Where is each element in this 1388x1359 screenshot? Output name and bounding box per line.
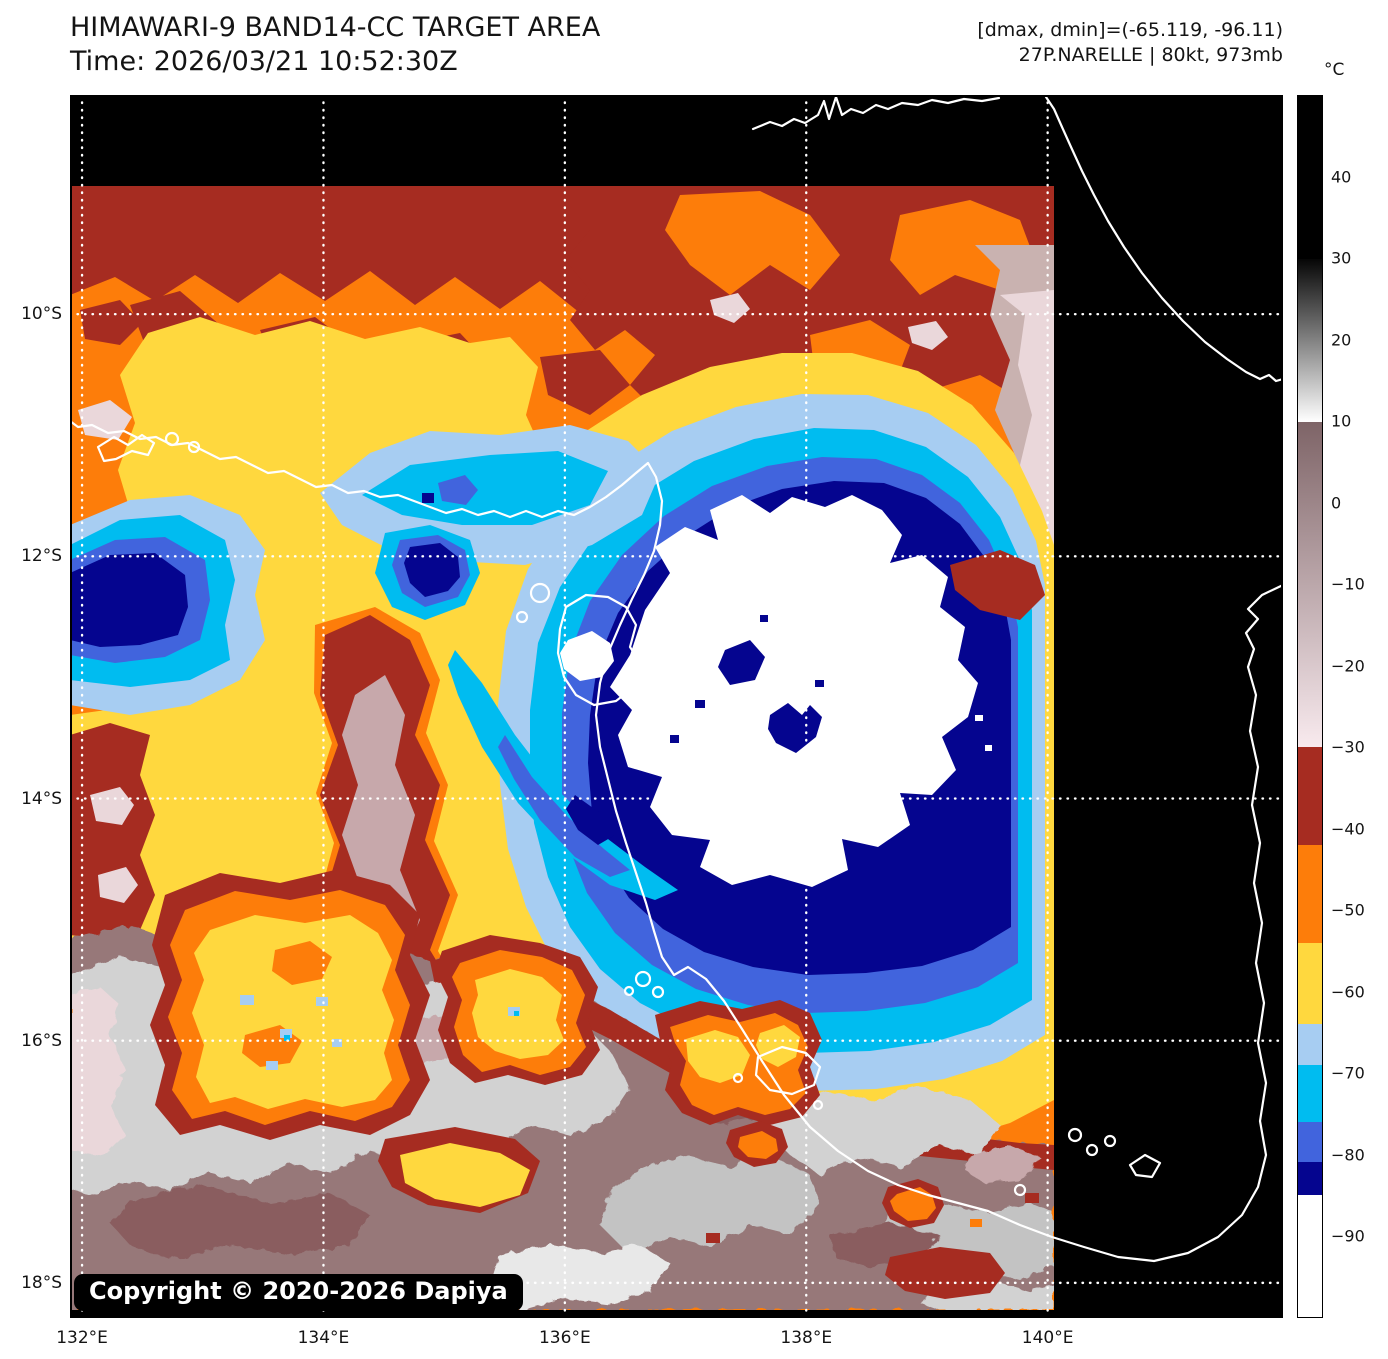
satellite-imagery bbox=[70, 95, 1283, 1318]
y-axis-label: 16°S bbox=[21, 1030, 62, 1051]
island-bickerton bbox=[529, 582, 551, 604]
copyright-badge: Copyright © 2020-2026 Dapiya bbox=[74, 1274, 523, 1311]
islet-1 bbox=[732, 1072, 744, 1084]
colorbar-segment bbox=[1298, 1064, 1322, 1122]
colorbar-segment bbox=[1298, 1194, 1322, 1317]
island-pellew-3 bbox=[623, 985, 635, 997]
coastline-new-guinea bbox=[751, 95, 1001, 131]
storm-label: 27P.NARELLE | 80kt, 973mb bbox=[1018, 44, 1283, 66]
islet-3 bbox=[1013, 1183, 1027, 1197]
colorbar-tick-label: 40 bbox=[1331, 167, 1352, 187]
colorbar-segment bbox=[1298, 942, 1322, 1024]
colorbar-segment bbox=[1298, 421, 1322, 748]
map-canvas bbox=[70, 95, 1283, 1318]
x-axis-label: 136°E bbox=[538, 1328, 591, 1348]
colorbar-segment bbox=[1298, 1121, 1322, 1163]
island-croker bbox=[164, 431, 180, 447]
island-wellesley-3 bbox=[1103, 1134, 1117, 1148]
colorbar-tick-label: −90 bbox=[1331, 1226, 1365, 1246]
colorbar-segment bbox=[1298, 1023, 1322, 1065]
island-wellesley-4 bbox=[1128, 1153, 1162, 1179]
island-goulburn bbox=[187, 440, 201, 454]
colorbar-unit-label: °C bbox=[1324, 60, 1345, 80]
y-axis-label: 14°S bbox=[21, 788, 62, 809]
colorbar-tick-label: −30 bbox=[1331, 737, 1365, 757]
colorbar-tick-label: −60 bbox=[1331, 982, 1365, 1002]
colorbar-tick-label: −10 bbox=[1331, 574, 1365, 594]
island-small bbox=[515, 610, 529, 624]
x-axis-label: 132°E bbox=[56, 1328, 108, 1348]
colorbar-segment bbox=[1298, 747, 1322, 845]
coastline-gulf-of-carpentaria bbox=[70, 419, 1283, 1263]
coastline-cape-york bbox=[1044, 95, 1283, 383]
colorbar-segment bbox=[1298, 258, 1322, 422]
ir-enhancement-raster bbox=[70, 186, 1054, 1310]
island-pellew-1 bbox=[634, 970, 652, 988]
colorbar-tick-label: −40 bbox=[1331, 819, 1365, 839]
colorbar-tick-label: 0 bbox=[1331, 493, 1342, 513]
x-axis-label: 134°E bbox=[297, 1328, 350, 1348]
colorbar-segment bbox=[1298, 844, 1322, 943]
colorbar-tick-label: 20 bbox=[1331, 330, 1352, 350]
x-axis-label: 138°E bbox=[780, 1328, 833, 1348]
colorbar bbox=[1297, 95, 1323, 1318]
colorbar-tick-label: −50 bbox=[1331, 900, 1365, 920]
island-mornington bbox=[754, 1045, 822, 1096]
island-wellesley-1 bbox=[1067, 1127, 1083, 1143]
colorbar-tick-label: 10 bbox=[1331, 411, 1352, 431]
colorbar-tick-label: −20 bbox=[1331, 656, 1365, 676]
colorbar-segment bbox=[1298, 96, 1322, 259]
island-groote-eylandt bbox=[556, 593, 644, 707]
islet-2 bbox=[812, 1099, 824, 1111]
y-axis-label: 18°S bbox=[21, 1272, 62, 1293]
colorbar-tick-label: −70 bbox=[1331, 1063, 1365, 1083]
dmax-dmin-label: [dmax, dmin]=(-65.119, -96.11) bbox=[977, 19, 1283, 41]
header-right-block: [dmax, dmin]=(-65.119, -96.11) 27P.NAREL… bbox=[977, 18, 1283, 68]
colorbar-tick-label: 30 bbox=[1331, 248, 1352, 268]
colorbar-tick-label: −80 bbox=[1331, 1145, 1365, 1165]
y-axis-label: 10°S bbox=[21, 304, 62, 325]
y-axis-label: 12°S bbox=[21, 546, 62, 567]
page-title: HIMAWARI-9 BAND14-CC TARGET AREA bbox=[70, 12, 601, 43]
island-pellew-2 bbox=[651, 985, 665, 999]
time-label: Time: 2026/03/21 10:52:30Z bbox=[70, 46, 458, 77]
peninsula-cobourg bbox=[96, 433, 156, 463]
colorbar-segment bbox=[1298, 1162, 1322, 1195]
island-wellesley-2 bbox=[1085, 1143, 1099, 1157]
map-frame-border bbox=[70, 95, 1283, 1318]
x-axis-label: 140°E bbox=[1021, 1328, 1074, 1348]
coastlines bbox=[70, 95, 1283, 1263]
